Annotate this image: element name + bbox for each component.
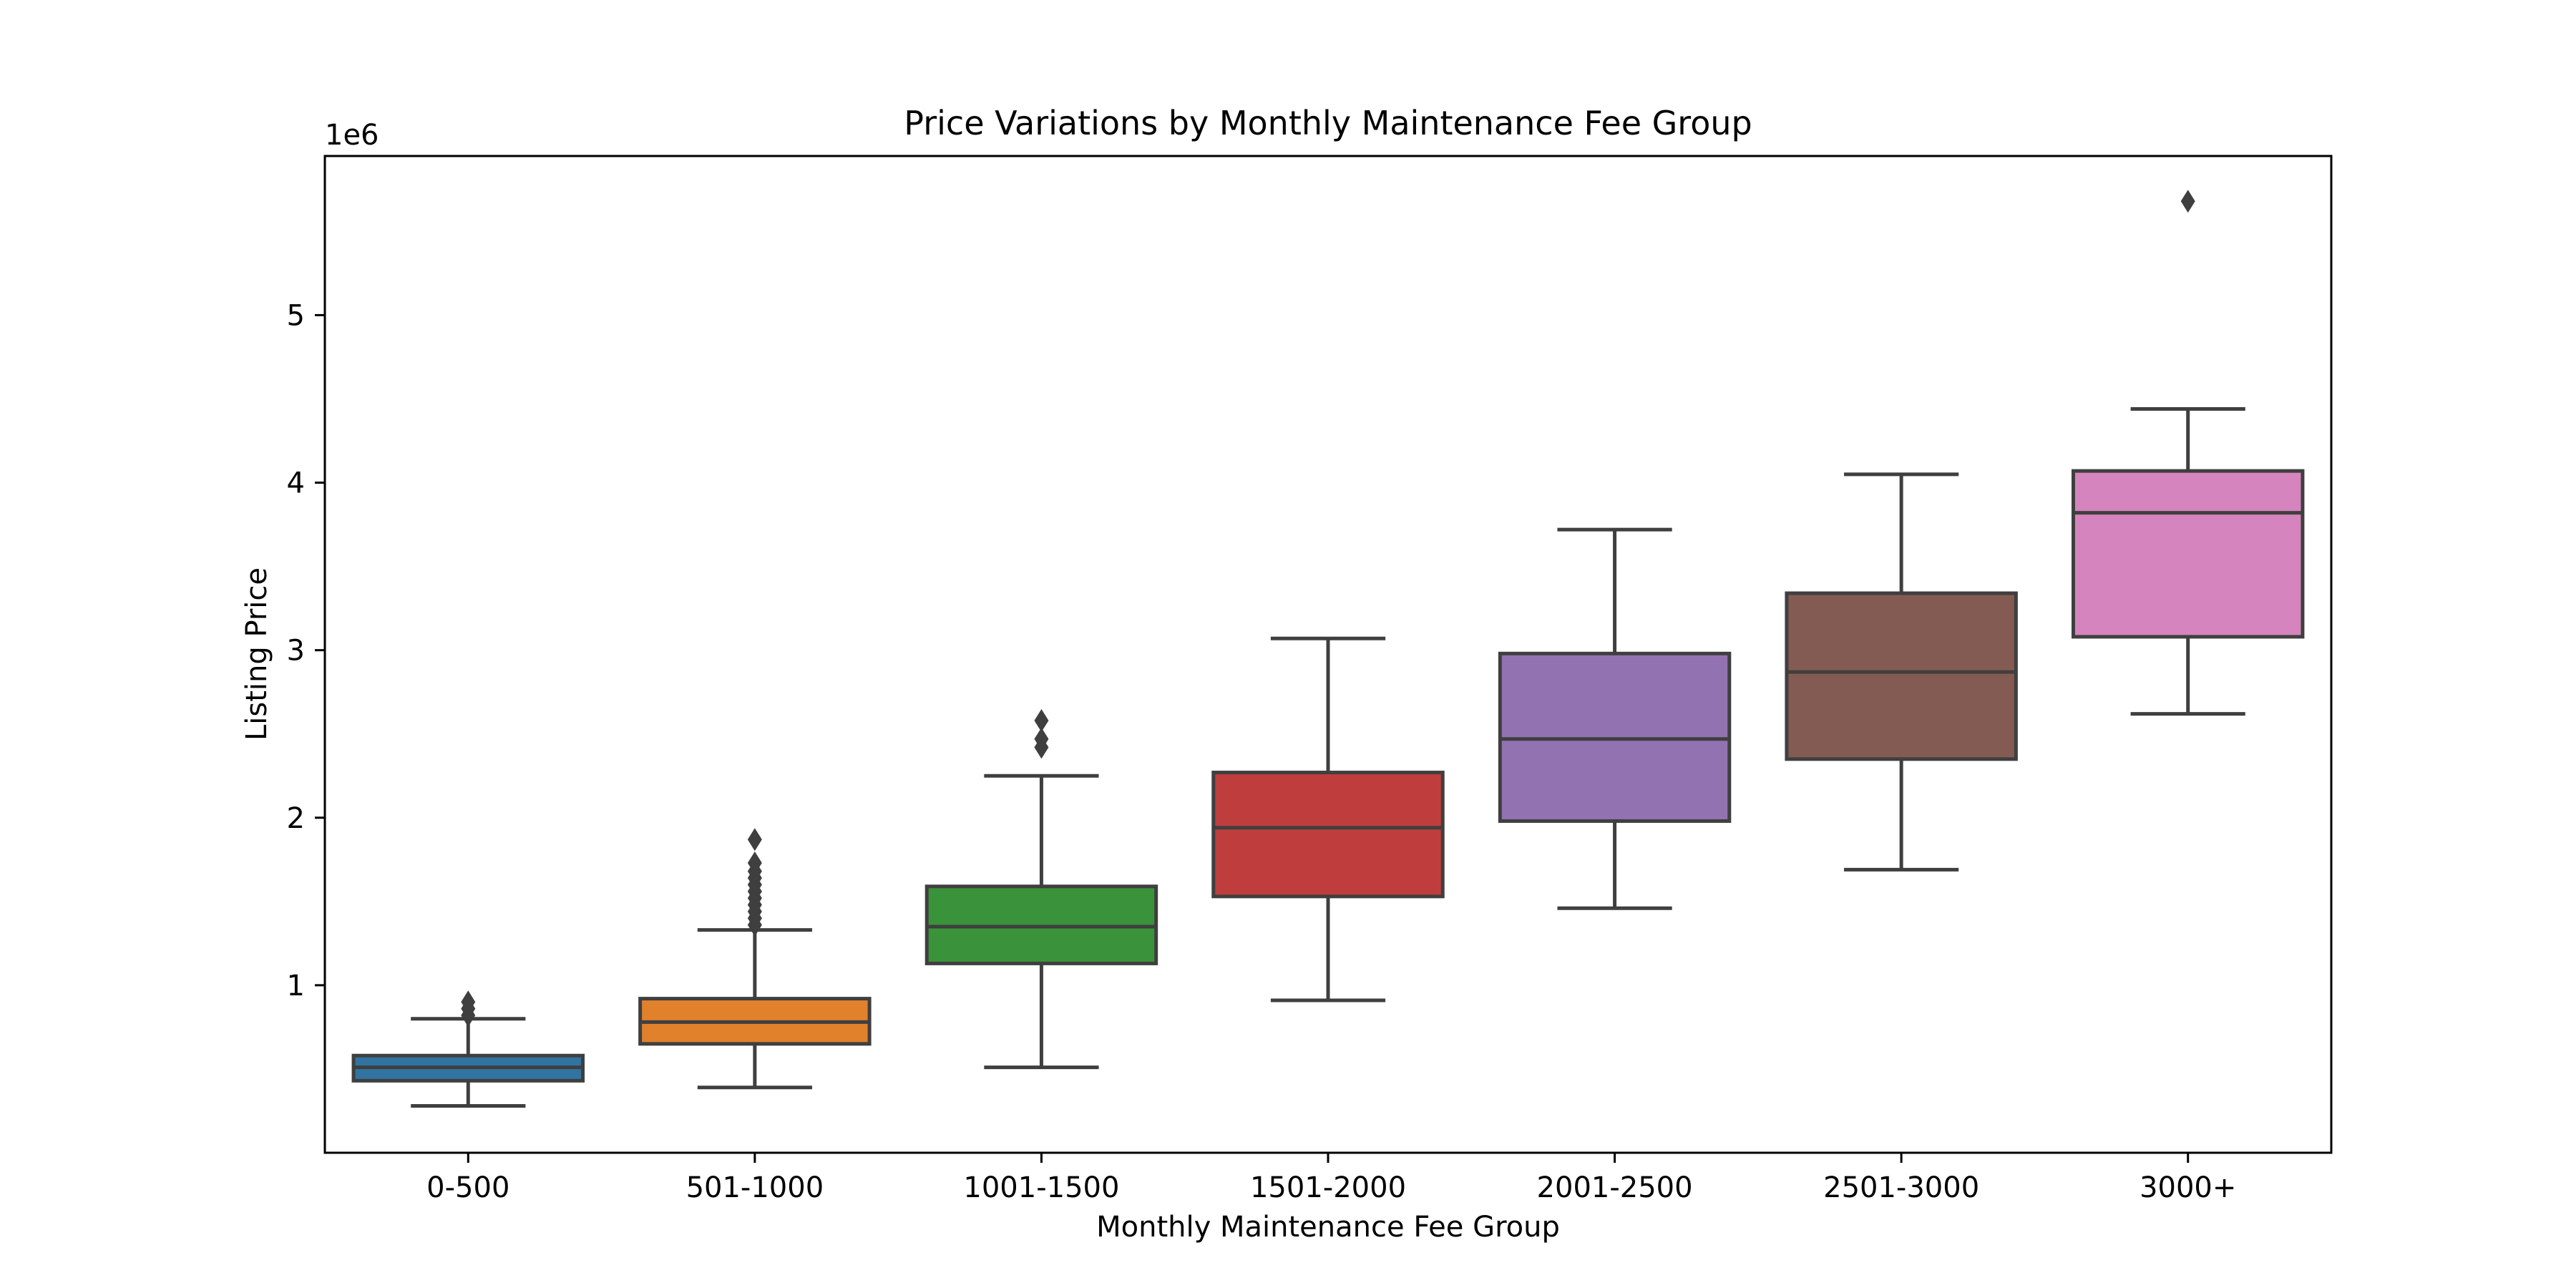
x-axis-label: Monthly Maintenance Fee Group: [1096, 1211, 1560, 1244]
chart-title: Price Variations by Monthly Maintenance …: [904, 104, 1752, 142]
y-tick-label: 4: [287, 467, 305, 500]
outlier-point: [747, 851, 762, 874]
y-tick-label: 5: [287, 299, 305, 332]
box-group-501-1000: [638, 828, 872, 1090]
x-tick-label: 2001-2500: [1537, 1171, 1693, 1204]
box-group-0-500: [351, 990, 585, 1108]
box: [1785, 591, 2018, 761]
x-tick-label: 2501-3000: [1823, 1171, 1979, 1204]
box-group-2501-3000: [1785, 472, 2018, 872]
x-tick-label: 3000+: [2140, 1171, 2236, 1204]
y-tick-label: 1: [287, 970, 305, 1002]
x-tick-label: 1501-2000: [1250, 1171, 1406, 1204]
x-tick-label: 501-1000: [686, 1171, 824, 1204]
box-group-1001-1500: [924, 708, 1158, 1070]
y-tick-label: 2: [287, 802, 305, 835]
outlier-point: [1034, 727, 1049, 751]
outlier-point: [461, 990, 476, 1014]
box: [2071, 469, 2305, 639]
box-group-1501-2000: [1211, 636, 1445, 1002]
box-group-3000+: [2071, 190, 2305, 716]
plot-area: [351, 190, 2305, 1108]
y-axis-label: Listing Price: [240, 567, 273, 741]
x-tick-label: 1001-1500: [963, 1171, 1119, 1204]
y-axis: 1 2 3 4 5: [287, 299, 325, 1002]
outlier-point: [2180, 190, 2195, 213]
box-group-2001-2500: [1498, 527, 1732, 910]
outlier-point: [747, 828, 762, 852]
x-axis: 0-500 501-1000 1001-1500 1501-2000 2001-2500…: [426, 1153, 2236, 1204]
x-tick-label: 0-500: [426, 1171, 509, 1204]
y-axis-offset-label: 1e6: [325, 119, 379, 152]
y-tick-label: 3: [287, 635, 305, 668]
box: [1211, 771, 1445, 899]
outlier-point: [1034, 708, 1049, 732]
